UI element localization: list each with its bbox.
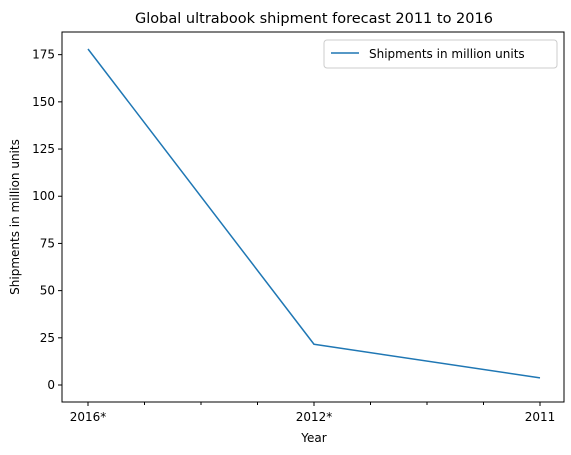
x-axis-label: Year xyxy=(300,431,326,445)
y-tick-label: 125 xyxy=(32,142,55,156)
plot-frame xyxy=(61,31,565,403)
x-axis: 2016* 2012* 2011 xyxy=(70,402,556,424)
y-tick-label: 100 xyxy=(32,189,55,203)
series-line xyxy=(87,48,541,379)
y-axis: 0 25 50 75 100 125 150 175 xyxy=(32,48,62,392)
legend: Shipments in million units xyxy=(323,39,558,69)
y-tick-label: 50 xyxy=(40,284,55,298)
legend-label: Shipments in million units xyxy=(369,47,525,61)
y-tick-label: 150 xyxy=(32,95,55,109)
y-tick-label: 25 xyxy=(40,331,55,345)
series-layer xyxy=(87,48,541,379)
x-tick-label: 2012* xyxy=(296,410,333,424)
legend-box xyxy=(323,39,558,69)
y-tick-label: 175 xyxy=(32,48,55,62)
y-tick-label: 0 xyxy=(47,378,55,392)
y-tick-label: 75 xyxy=(40,236,55,250)
y-axis-label: Shipments in million units xyxy=(8,139,22,295)
x-tick-label: 2011 xyxy=(525,410,556,424)
plot-area xyxy=(62,32,564,402)
chart-title: Global ultrabook shipment forecast 2011 … xyxy=(135,11,493,27)
x-tick-label: 2016* xyxy=(70,410,107,424)
